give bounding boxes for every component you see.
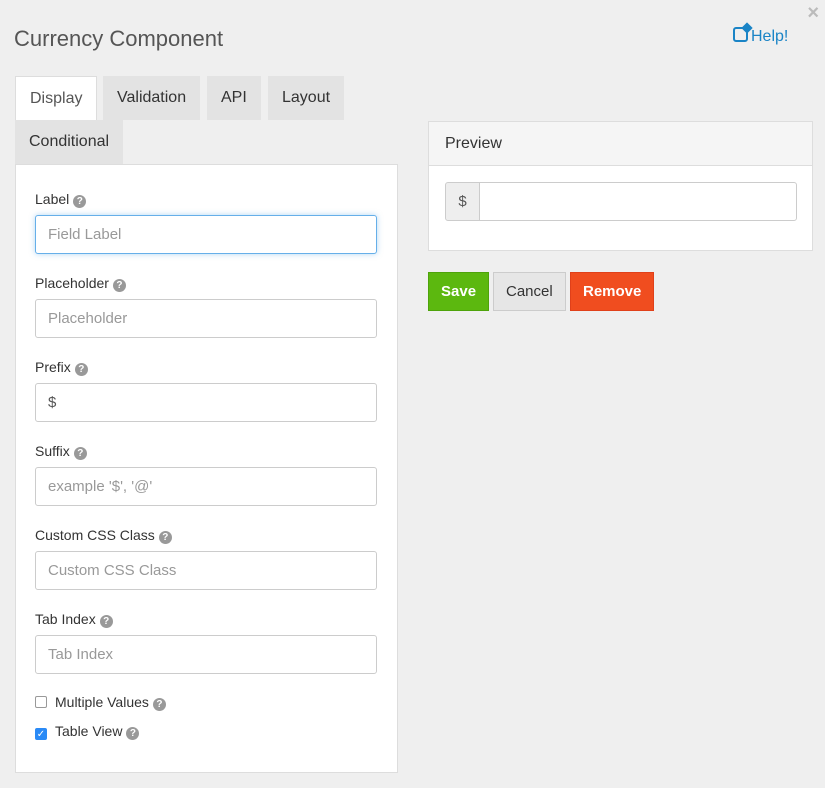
prefix-field-label: Prefix? — [35, 359, 88, 376]
help-icon: ? — [126, 727, 140, 740]
preview-panel: Preview $ — [428, 121, 813, 251]
display-panel: Label? Placeholder? Prefix? Suffix? Cust… — [15, 164, 398, 773]
tab-validation[interactable]: Validation — [103, 76, 201, 120]
save-button[interactable]: Save — [428, 272, 490, 311]
table-view-checkbox[interactable]: ✓ Table View? — [35, 723, 140, 740]
remove-button[interactable]: Remove — [570, 272, 655, 311]
prefix-input[interactable] — [35, 383, 377, 422]
tab-conditional[interactable]: Conditional — [15, 120, 124, 164]
help-icon: ? — [74, 363, 88, 376]
label-input[interactable] — [35, 215, 377, 254]
help-icon: ? — [99, 615, 113, 628]
css-class-input[interactable] — [35, 551, 377, 590]
tab-index-input[interactable] — [35, 635, 377, 674]
checkbox-checked: ✓ — [35, 728, 47, 740]
external-link-icon — [733, 27, 748, 42]
help-link[interactable]: Help! — [733, 27, 788, 46]
preview-currency-input[interactable] — [479, 182, 797, 221]
suffix-input[interactable] — [35, 467, 377, 506]
tab-index-field-label: Tab Index? — [35, 611, 113, 628]
tab-api[interactable]: API — [207, 76, 261, 120]
label-field-label: Label? — [35, 191, 87, 208]
tab-layout[interactable]: Layout — [268, 76, 345, 120]
multiple-values-checkbox[interactable]: Multiple Values? — [35, 694, 166, 711]
tab-display[interactable]: Display — [15, 76, 98, 121]
help-icon: ? — [112, 279, 126, 292]
help-icon: ? — [152, 698, 166, 711]
placeholder-field-label: Placeholder? — [35, 275, 126, 292]
help-icon: ? — [158, 531, 172, 544]
close-icon[interactable]: × — [807, 2, 819, 24]
suffix-field-label: Suffix? — [35, 443, 87, 460]
placeholder-input[interactable] — [35, 299, 377, 338]
css-class-field-label: Custom CSS Class? — [35, 527, 172, 544]
checkbox-unchecked — [35, 696, 47, 708]
dialog-title: Currency Component — [14, 26, 224, 51]
prefix-addon: $ — [445, 182, 480, 221]
cancel-button[interactable]: Cancel — [493, 272, 566, 311]
preview-title: Preview — [429, 122, 812, 166]
help-icon: ? — [73, 195, 87, 208]
help-label: Help! — [751, 28, 789, 45]
help-icon: ? — [73, 447, 87, 460]
